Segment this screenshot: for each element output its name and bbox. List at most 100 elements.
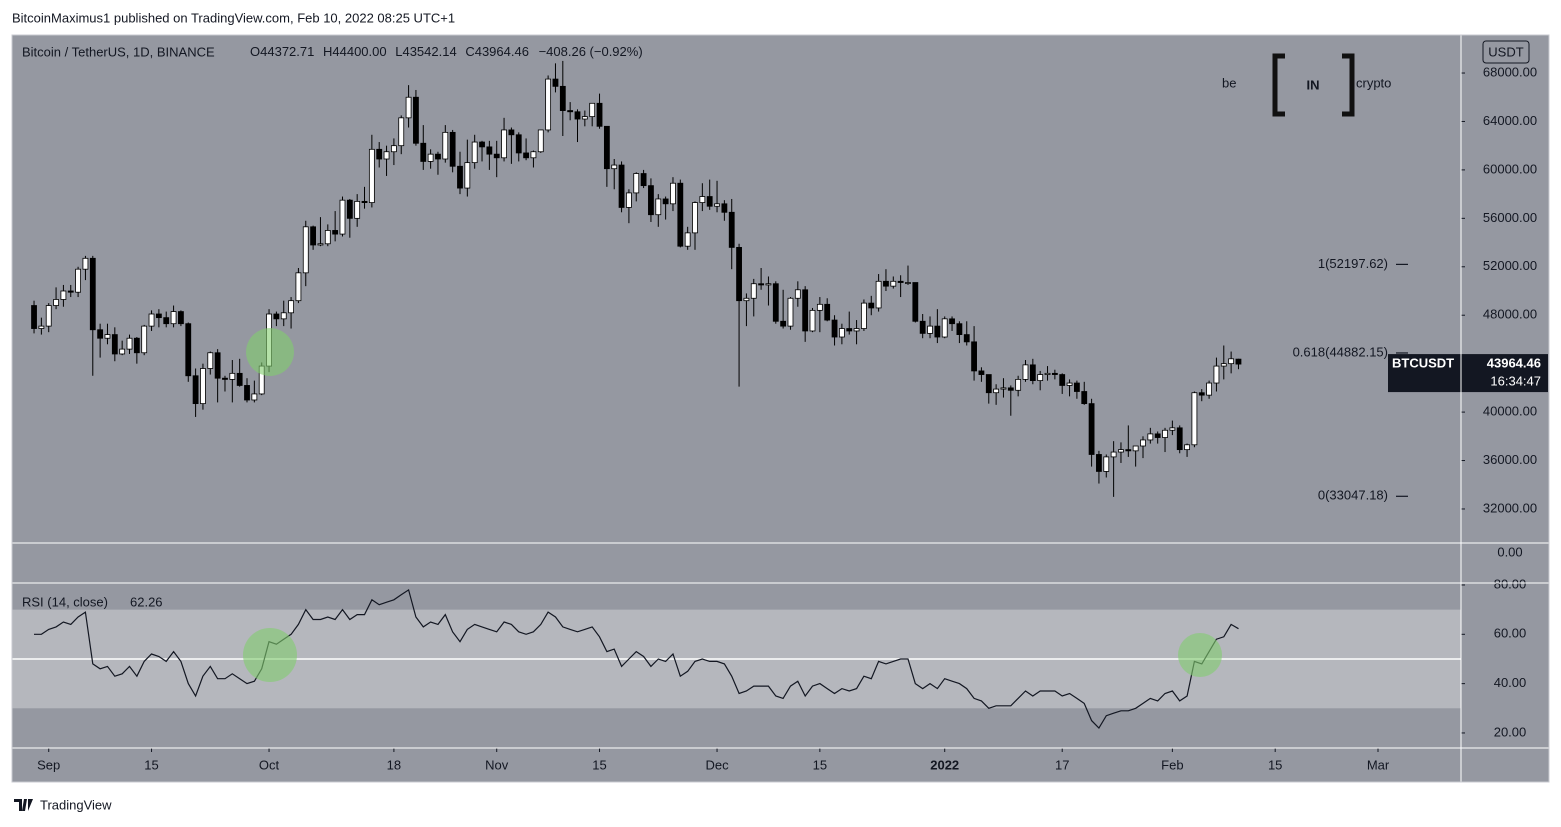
candle-body bbox=[515, 134, 522, 154]
rsi-line bbox=[34, 588, 1239, 729]
candle-body bbox=[390, 145, 397, 153]
candle-body bbox=[1176, 427, 1183, 451]
l-label: L bbox=[395, 44, 402, 59]
candle-body bbox=[1029, 364, 1036, 382]
candle-body bbox=[772, 283, 779, 322]
candle-body bbox=[589, 102, 596, 118]
logo-right: crypto bbox=[1356, 75, 1391, 90]
candle-body bbox=[1118, 449, 1124, 453]
y-tick-label: 48000.00 bbox=[1483, 307, 1537, 322]
rsi-tick-label: 80.00 bbox=[1494, 576, 1527, 591]
footer: TradingView bbox=[14, 797, 112, 812]
logo-middle: IN bbox=[1307, 77, 1320, 92]
candle-body bbox=[1088, 403, 1095, 455]
candle-body bbox=[38, 325, 45, 329]
candle-body bbox=[603, 125, 610, 170]
candle-body bbox=[699, 196, 706, 203]
candle-body bbox=[508, 129, 515, 136]
candle-body bbox=[934, 325, 941, 338]
candle-body bbox=[501, 129, 507, 159]
publisher-header: BitcoinMaximus1 published on TradingView… bbox=[12, 10, 455, 25]
footer-text: TradingView bbox=[40, 797, 112, 812]
y-tick-label: 32000.00 bbox=[1483, 500, 1537, 515]
candle-body bbox=[310, 226, 317, 246]
countdown: 16:34:47 bbox=[1490, 374, 1541, 389]
candle-body bbox=[427, 153, 434, 162]
candle-body bbox=[1066, 382, 1073, 386]
rsi-last: 62.26 bbox=[130, 594, 163, 609]
candle-body bbox=[963, 334, 970, 343]
candle-body bbox=[941, 318, 948, 338]
candle-body bbox=[868, 302, 875, 309]
logo-brackets bbox=[1272, 53, 1355, 117]
high: 44400.00 bbox=[332, 44, 386, 59]
candle-body bbox=[420, 142, 427, 162]
candle-body bbox=[1051, 372, 1058, 375]
candle-body bbox=[574, 111, 581, 120]
candle-body bbox=[185, 323, 192, 377]
candle-body bbox=[471, 141, 478, 164]
candle-body bbox=[1154, 433, 1161, 438]
candle-body bbox=[824, 303, 831, 321]
candle-body bbox=[831, 319, 838, 338]
candle-body bbox=[45, 305, 52, 327]
x-tick-label: 15 bbox=[592, 757, 606, 772]
last-price-symbol: BTCUSDT bbox=[1392, 356, 1454, 371]
candle-body bbox=[743, 297, 750, 302]
candle-body bbox=[361, 200, 368, 203]
candle-body bbox=[1103, 456, 1110, 472]
candle-body bbox=[633, 173, 640, 194]
candle-body bbox=[537, 129, 544, 153]
highlight-circle bbox=[246, 328, 294, 376]
candle-body bbox=[655, 198, 662, 216]
candle-body bbox=[317, 243, 324, 246]
candle-body bbox=[567, 110, 574, 113]
candle-body bbox=[648, 185, 654, 216]
candle-body bbox=[897, 280, 904, 283]
candle-body bbox=[413, 96, 419, 144]
rsi-title: RSI (14, close) bbox=[22, 594, 108, 609]
open: 44372.71 bbox=[260, 44, 314, 59]
candle-body bbox=[104, 334, 111, 339]
low: 43542.14 bbox=[402, 44, 456, 59]
candle-body bbox=[581, 116, 588, 120]
candle-body bbox=[794, 289, 801, 299]
candle-body bbox=[332, 230, 339, 235]
x-tick-label: Sep bbox=[37, 757, 60, 772]
candle-body bbox=[1184, 444, 1190, 451]
candle-body bbox=[457, 165, 463, 189]
legend: Bitcoin / TetherUS, 1D, BINANCE O44372.7… bbox=[22, 44, 643, 609]
candle-body bbox=[765, 283, 772, 286]
y-tick-label: 56000.00 bbox=[1483, 210, 1537, 225]
logo: be IN crypto bbox=[1222, 53, 1391, 117]
candle-body bbox=[75, 268, 81, 293]
candle-body bbox=[53, 299, 59, 306]
candle-body bbox=[552, 78, 559, 87]
candle-body bbox=[670, 182, 676, 205]
candle-body bbox=[750, 283, 757, 299]
candle-body bbox=[838, 328, 845, 338]
x-tick-label: 17 bbox=[1055, 757, 1069, 772]
x-tick-label: 15 bbox=[813, 757, 827, 772]
x-tick-label: Nov bbox=[485, 757, 509, 772]
candle-body bbox=[596, 102, 603, 127]
candle-body bbox=[442, 131, 449, 160]
candle-body bbox=[1074, 382, 1080, 392]
currency: USDT bbox=[1488, 44, 1523, 59]
fib-label: 0.618(44882.15) bbox=[1293, 344, 1388, 359]
candle-body bbox=[721, 203, 728, 213]
candle-body bbox=[1140, 439, 1146, 447]
candle-body bbox=[376, 148, 383, 160]
candle-body bbox=[1125, 449, 1132, 452]
candle-body bbox=[956, 323, 963, 335]
candle-body bbox=[927, 325, 933, 334]
y-tick-label: 60000.00 bbox=[1483, 161, 1537, 176]
candle-body bbox=[302, 226, 309, 274]
candle-body bbox=[244, 385, 250, 401]
candle-body bbox=[207, 352, 214, 369]
candle-body bbox=[692, 202, 698, 234]
candle-body bbox=[758, 283, 765, 286]
o-label: O bbox=[250, 44, 260, 59]
candle-body bbox=[493, 153, 500, 159]
